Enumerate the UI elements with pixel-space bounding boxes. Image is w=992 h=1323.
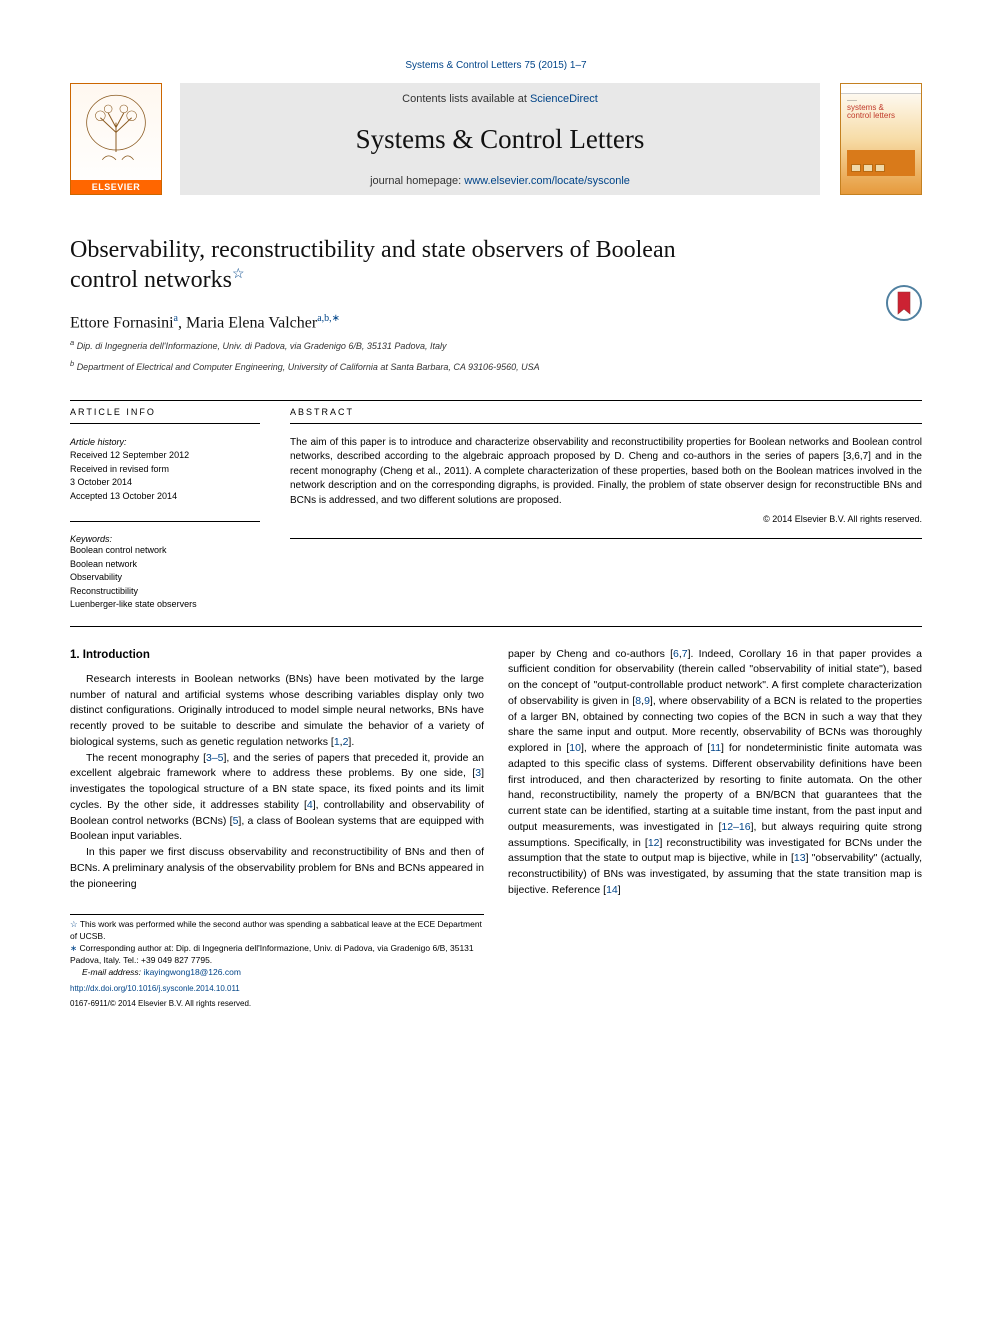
affiliation-b: b Department of Electrical and Computer … <box>70 359 922 374</box>
affiliation-a: a Dip. di Ingegneria dell'Informazione, … <box>70 338 922 353</box>
ref-link[interactable]: 10 <box>569 742 581 754</box>
author-2-affil[interactable]: a,b, <box>317 313 331 324</box>
ref-link[interactable]: 14 <box>606 884 618 896</box>
journal-name: Systems & Control Letters <box>356 124 645 155</box>
author-2: Maria Elena Valcher <box>186 314 317 331</box>
ref-link[interactable]: 13 <box>794 852 806 864</box>
abstract-copyright: © 2014 Elsevier B.V. All rights reserved… <box>290 514 922 524</box>
footnote-corr-icon: ∗ <box>70 943 77 953</box>
ref-link[interactable]: 12 <box>648 837 660 849</box>
journal-banner: ELSEVIER Contents lists available at Sci… <box>70 83 922 195</box>
crossmark-icon[interactable] <box>886 285 922 321</box>
keywords-block: Keywords: Boolean control network Boolea… <box>70 521 260 612</box>
elsevier-tree-icon <box>71 81 161 180</box>
footnote-star-icon: ☆ <box>70 919 78 929</box>
article-info-heading: ARTICLE INFO <box>70 407 260 417</box>
corr-email[interactable]: ikayingwong18@126.com <box>143 967 240 977</box>
elsevier-logo: ELSEVIER <box>70 83 162 195</box>
homepage-link[interactable]: www.elsevier.com/locate/sysconle <box>464 175 630 187</box>
ref-link[interactable]: 3–5 <box>206 752 224 764</box>
corresponding-mark[interactable]: ∗ <box>332 313 340 324</box>
homepage-line: journal homepage: www.elsevier.com/locat… <box>370 175 630 187</box>
article-title: Observability, reconstructibility and st… <box>70 235 922 295</box>
article-history: Article history: Received 12 September 2… <box>70 436 260 504</box>
issn-line: 0167-6911/© 2014 Elsevier B.V. All right… <box>70 998 484 1009</box>
ref-link[interactable]: 11 <box>710 742 721 754</box>
title-footnote-star[interactable]: ☆ <box>232 267 245 282</box>
journal-cover-thumb: —— systems &control letters <box>840 83 922 195</box>
elsevier-label: ELSEVIER <box>71 180 161 194</box>
abstract-text: The aim of this paper is to introduce an… <box>290 436 922 509</box>
author-1-affil[interactable]: a <box>174 313 178 324</box>
section-heading: 1. Introduction <box>70 647 484 664</box>
authors: Ettore Fornasinia, Maria Elena Valchera,… <box>70 313 922 332</box>
author-1: Ettore Fornasini <box>70 314 174 331</box>
citation-line: Systems & Control Letters 75 (2015) 1–7 <box>70 60 922 71</box>
column-right: paper by Cheng and co-authors [6,7]. Ind… <box>508 647 922 1010</box>
sciencedirect-link[interactable]: ScienceDirect <box>530 93 598 105</box>
abstract-heading: ABSTRACT <box>290 407 922 417</box>
doi-link[interactable]: http://dx.doi.org/10.1016/j.sysconle.201… <box>70 984 240 993</box>
contents-line: Contents lists available at ScienceDirec… <box>402 93 598 105</box>
footnotes: ☆ This work was performed while the seco… <box>70 914 484 1009</box>
column-left: 1. Introduction Research interests in Bo… <box>70 647 484 1010</box>
ref-link[interactable]: 12–16 <box>721 821 750 833</box>
